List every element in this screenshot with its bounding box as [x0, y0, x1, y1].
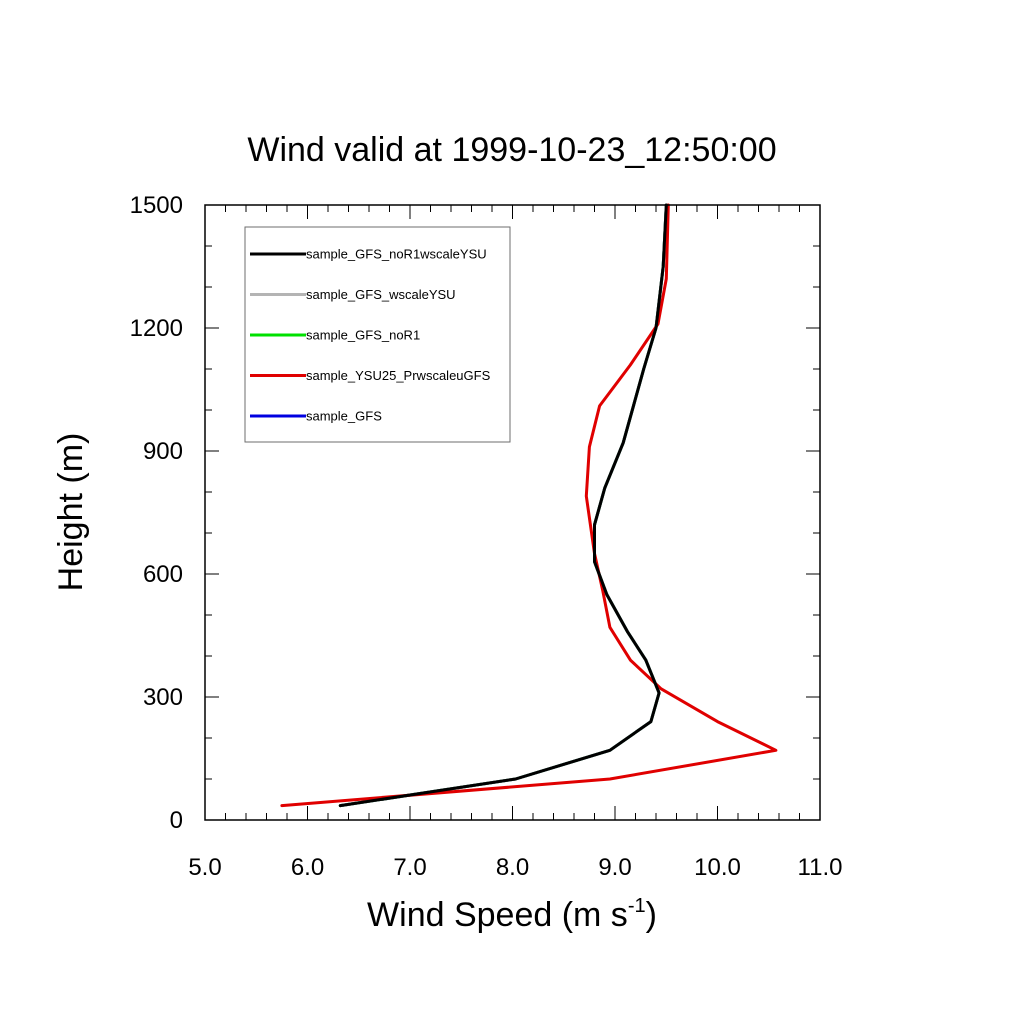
y-tick-label: 300	[143, 684, 183, 711]
x-tick-label: 10.0	[694, 854, 741, 881]
legend-label: sample_YSU25_PrwscaleuGFS	[306, 368, 491, 383]
x-tick-label: 9.0	[598, 854, 631, 881]
chart-title: Wind valid at 1999-10-23_12:50:00	[247, 131, 776, 169]
series-line-sample_GFS_noR1wscaleYSU	[338, 203, 668, 808]
legend-label: sample_GFS_wscaleYSU	[306, 287, 456, 302]
y-tick-label: 0	[170, 807, 183, 834]
y-axis-label: Height (m)	[52, 433, 90, 592]
series-lines	[280, 203, 778, 808]
x-axis-label-superscript: -1	[628, 895, 646, 917]
legend: sample_GFS_noR1wscaleYSU sample_GFS_wscal…	[244, 226, 511, 443]
y-tick-label: 1500	[130, 192, 183, 219]
tick-labels: 5.0 6.0 7.0 8.0 9.0 10.0 11.0 0 300 600 900 1200 150…	[130, 192, 843, 881]
x-tick-label: 7.0	[393, 854, 426, 881]
plot-frame	[204, 204, 821, 821]
x-axis-label: Wind Speed (m s-1)	[367, 895, 657, 934]
x-axis-label-close: )	[646, 896, 657, 934]
x-axis-label-main: Wind Speed (m s	[367, 896, 628, 934]
legend-label: sample_GFS_noR1	[306, 328, 420, 343]
y-tick-label: 1200	[130, 315, 183, 342]
legend-label: sample_GFS_noR1wscaleYSU	[306, 247, 487, 262]
y-tick-label: 600	[143, 561, 183, 588]
legend-label: sample_GFS	[306, 409, 382, 424]
y-tick-label: 900	[143, 438, 183, 465]
x-tick-label: 8.0	[496, 854, 529, 881]
x-tick-label: 5.0	[188, 854, 221, 881]
x-tick-label: 11.0	[798, 854, 843, 881]
x-tick-label: 6.0	[291, 854, 324, 881]
